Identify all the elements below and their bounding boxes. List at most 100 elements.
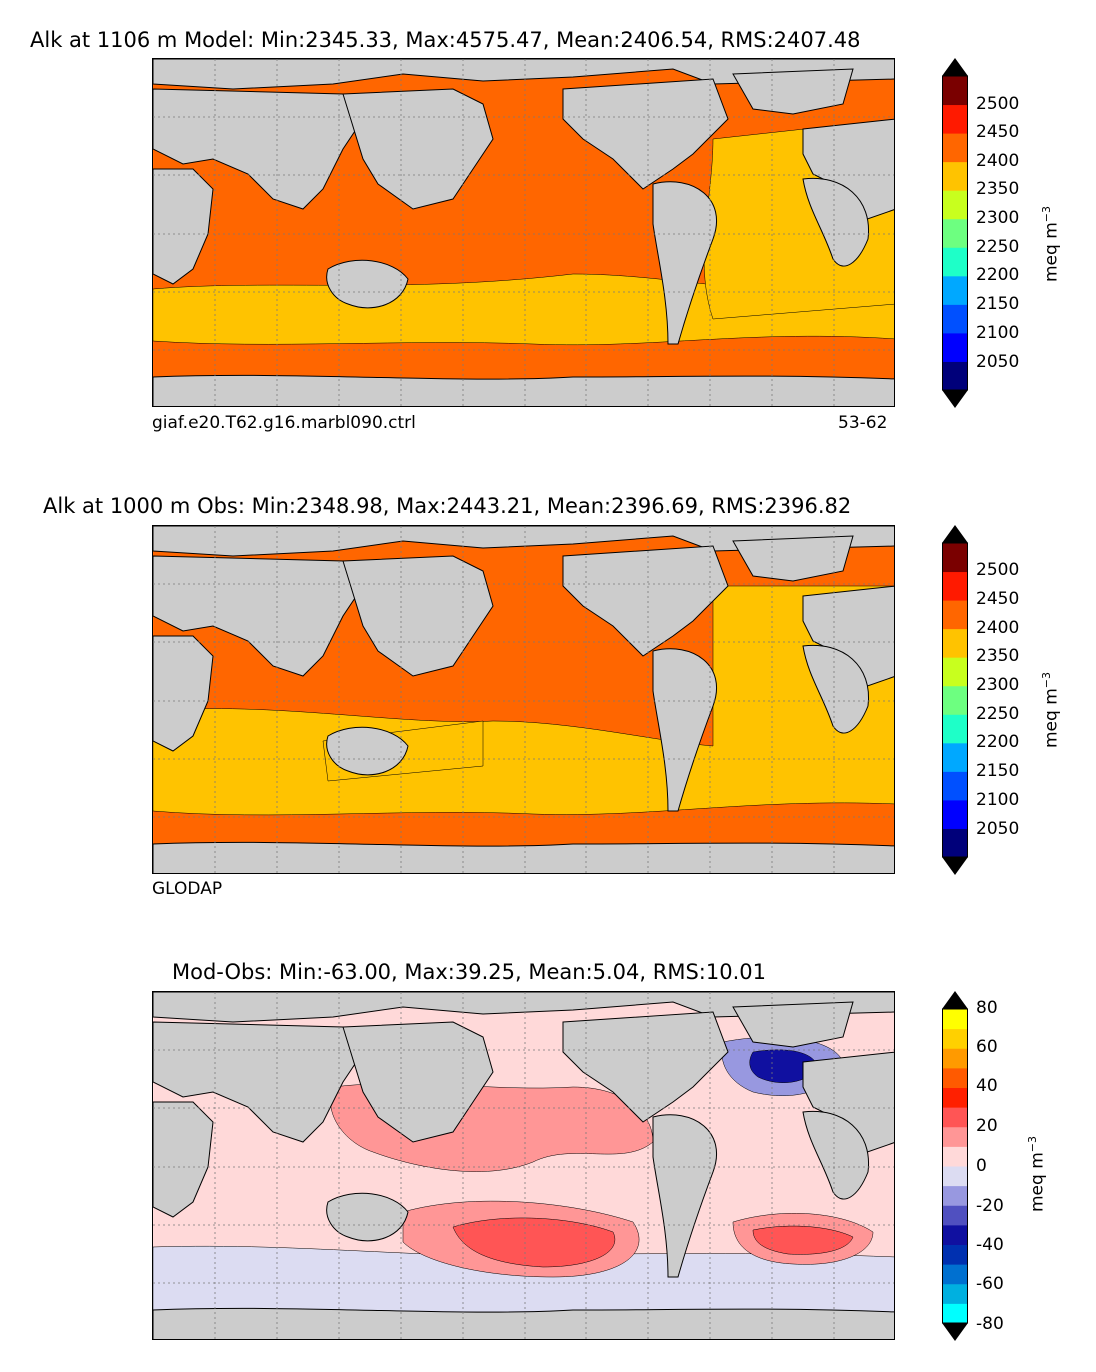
panel3-tick: -20 — [976, 1196, 1004, 1216]
panel3-tick: -40 — [976, 1235, 1004, 1255]
panel1-tick: 2300 — [976, 208, 1020, 228]
panel3-tick: 40 — [976, 1076, 998, 1096]
colorbar-outline — [942, 542, 968, 858]
panel3-colorbar — [942, 991, 968, 1341]
colorbar-segment — [942, 657, 968, 687]
panel3-tick: 60 — [976, 1037, 998, 1057]
panel2-tick: 2100 — [976, 790, 1020, 810]
colorbar-segment — [942, 190, 968, 220]
colorbar-segment — [942, 1087, 968, 1108]
panel1-colorbar-unit: meq m−3 — [1040, 206, 1062, 282]
panel2-tick: 2200 — [976, 732, 1020, 752]
panel3-title: Mod-Obs: Min:-63.00, Max:39.25, Mean:5.0… — [172, 960, 766, 984]
panel2-footer-left: GLODAP — [152, 879, 223, 899]
colorbar-segment — [942, 628, 968, 658]
colorbar-segment — [942, 275, 968, 305]
panel1-land — [153, 59, 894, 406]
panel2-colorbar-unit: meq m−3 — [1040, 672, 1062, 748]
panel2-gridlines — [153, 526, 894, 873]
panel2-tick: 2250 — [976, 704, 1020, 724]
panel3-tick: 0 — [976, 1156, 987, 1176]
panel1-colorbar — [942, 58, 968, 408]
panel1-title: Alk at 1106 m Model: Min:2345.33, Max:45… — [30, 28, 861, 52]
colorbar-max-extend — [942, 58, 968, 76]
colorbar-max-extend — [942, 525, 968, 543]
panel1-map — [152, 58, 895, 407]
panel2-tick: 2450 — [976, 589, 1020, 609]
colorbar-segment — [942, 133, 968, 163]
panel1-footer-left: giaf.e20.T62.g16.marbl090.ctrl — [152, 413, 416, 433]
colorbar-segment — [942, 1107, 968, 1128]
colorbar-segment — [942, 1166, 968, 1187]
colorbar-segment — [942, 361, 968, 391]
colorbar-segment — [942, 1244, 968, 1265]
colorbar-segment — [942, 1205, 968, 1226]
panel3-tick: -60 — [976, 1274, 1004, 1294]
panel1-gridlines — [153, 59, 894, 406]
colorbar-segment — [942, 1126, 968, 1147]
panel3-colorbar-unit: meq m−3 — [1026, 1136, 1048, 1212]
colorbar-segment — [942, 218, 968, 248]
panel3-colorbar-svg — [942, 991, 968, 1341]
panel3-tick: 20 — [976, 1116, 998, 1136]
panel3-red-2 — [752, 1225, 854, 1255]
panel3-land — [153, 992, 894, 1339]
colorbar-segment — [942, 1009, 968, 1030]
panel1-tick: 2350 — [976, 179, 1020, 199]
colorbar-segment — [942, 1048, 968, 1069]
panel1-tick: 2400 — [976, 151, 1020, 171]
colorbar-segment — [942, 543, 968, 573]
colorbar-segment — [942, 76, 968, 106]
colorbar-segment — [942, 571, 968, 601]
colorbar-segment — [942, 104, 968, 134]
colorbar-segment — [942, 1283, 968, 1304]
panel3-gridlines — [153, 992, 894, 1339]
colorbar-segment — [942, 600, 968, 630]
panel3-blue-2 — [749, 1049, 819, 1083]
panel1-tick: 2450 — [976, 122, 1020, 142]
colorbar-segment — [942, 1067, 968, 1088]
panel2-tick: 2050 — [976, 819, 1020, 839]
colorbar-max-extend — [942, 991, 968, 1009]
colorbar-segment — [942, 828, 968, 858]
colorbar-min-extend — [942, 857, 968, 875]
panel1-footer-right: 53-62 — [838, 413, 888, 433]
panel2-title: Alk at 1000 m Obs: Min:2348.98, Max:2443… — [43, 494, 852, 518]
colorbar-segment — [942, 1303, 968, 1324]
panel2-tick: 2300 — [976, 675, 1020, 695]
colorbar-segment — [942, 1224, 968, 1245]
panel2-tick: 2400 — [976, 618, 1020, 638]
panel3-tick: -80 — [976, 1314, 1004, 1334]
panel2-land — [153, 526, 894, 873]
colorbar-segment — [942, 1264, 968, 1285]
panel1-tick: 2050 — [976, 352, 1020, 372]
colorbar-segment — [942, 1028, 968, 1049]
panel2-tick: 2350 — [976, 646, 1020, 666]
colorbar-outline — [942, 75, 968, 391]
panel1-tick: 2150 — [976, 294, 1020, 314]
colorbar-segment — [942, 799, 968, 829]
colorbar-segment — [942, 247, 968, 277]
panel1-colorbar-svg — [942, 58, 968, 408]
panel2-map-svg — [153, 526, 894, 873]
panel2-tick: 2500 — [976, 560, 1020, 580]
colorbar-outline — [942, 1008, 968, 1324]
panel1-tick: 2500 — [976, 94, 1020, 114]
panel3-tick: 80 — [976, 998, 998, 1018]
colorbar-min-extend — [942, 390, 968, 408]
panel1-tick: 2100 — [976, 323, 1020, 343]
colorbar-segment — [942, 1146, 968, 1167]
colorbar-segment — [942, 332, 968, 362]
colorbar-segment — [942, 714, 968, 744]
colorbar-min-extend — [942, 1323, 968, 1341]
colorbar-segment — [942, 742, 968, 772]
colorbar-segment — [942, 304, 968, 334]
panel1-tick: 2250 — [976, 237, 1020, 257]
colorbar-segment — [942, 685, 968, 715]
panel1-map-svg — [153, 59, 894, 406]
panel1-tick: 2200 — [976, 265, 1020, 285]
panel3-red-1 — [452, 1217, 616, 1268]
panel2-colorbar-svg — [942, 525, 968, 875]
panel2-colorbar — [942, 525, 968, 875]
colorbar-segment — [942, 1185, 968, 1206]
